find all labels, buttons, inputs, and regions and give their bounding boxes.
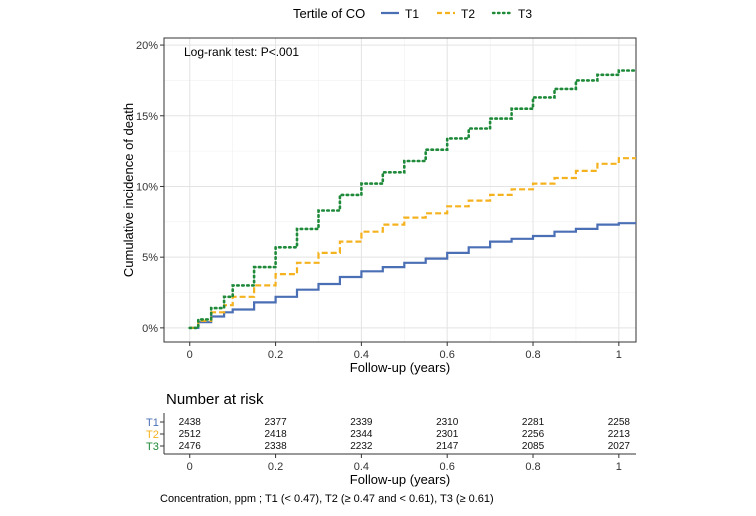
y-axis: 0% 5% 10% 15% 20% [136, 40, 164, 335]
x-tick-label: 0 [187, 349, 193, 361]
risk-table: T1 2438 2377 2339 2310 2281 2258 T2 2512 2418 2344… [146, 417, 630, 453]
risk-table-title: Number at risk [166, 391, 264, 408]
risk-x-tick-label: 0.4 [354, 461, 369, 473]
risk-cell: 2438 [179, 417, 202, 428]
risk-x-tick-label: 0.8 [525, 461, 540, 473]
risk-row-label: T2 [146, 429, 159, 441]
risk-row-label: T3 [146, 441, 159, 453]
plot-panel [163, 37, 637, 343]
risk-cell: 2147 [436, 441, 459, 452]
risk-x-tick-label: 0.6 [440, 461, 455, 473]
risk-cell: 2027 [608, 441, 631, 452]
x-tick-label: 0.6 [440, 349, 455, 361]
risk-cell: 2344 [350, 429, 373, 440]
risk-cell: 2476 [179, 441, 202, 452]
legend-title: Tertile of CO [293, 6, 365, 21]
series-t2-line [189, 157, 636, 329]
risk-table-x-axis: 0 0.2 0.4 0.6 0.8 1 [187, 454, 622, 473]
y-axis-label: Cumulative incidence of death [121, 103, 136, 277]
risk-cell: 2281 [522, 417, 545, 428]
series-t3-line [188, 69, 638, 330]
y-tick-label: 15% [136, 111, 158, 123]
risk-cell: 2258 [608, 417, 631, 428]
curves [188, 69, 638, 330]
x-tick-label: 0.8 [525, 349, 540, 361]
risk-cell: 2213 [608, 429, 631, 440]
logrank-annotation: Log-rank test: P<.001 [184, 45, 299, 59]
y-tick-label: 0% [142, 323, 158, 335]
x-tick-label: 0.4 [354, 349, 369, 361]
x-axis-label: Follow-up (years) [350, 360, 450, 375]
risk-x-tick-label: 0.2 [268, 461, 283, 473]
risk-cell: 2377 [264, 417, 287, 428]
risk-cell: 2085 [522, 441, 545, 452]
legend: Tertile of CO T1 T2 T3 [293, 6, 532, 21]
risk-cell: 2301 [436, 429, 459, 440]
legend-label-t3: T3 [518, 7, 532, 21]
x-tick-label: 0.2 [268, 349, 283, 361]
series-t1-line [189, 222, 636, 329]
risk-row-label: T1 [146, 417, 159, 429]
legend-label-t1: T1 [405, 7, 419, 21]
footnote: Concentration, ppm ; T1 (< 0.47), T2 (≥ … [160, 493, 494, 505]
risk-cell: 2310 [436, 417, 459, 428]
risk-table-x-label: Follow-up (years) [350, 472, 450, 487]
risk-cell: 2339 [350, 417, 373, 428]
risk-cell: 2232 [350, 441, 373, 452]
risk-cell: 2418 [264, 429, 287, 440]
y-tick-label: 5% [142, 252, 158, 264]
x-axis: 0 0.2 0.4 0.6 0.8 1 [187, 342, 622, 361]
x-tick-label: 1 [616, 349, 622, 361]
risk-x-tick-label: 0 [187, 461, 193, 473]
risk-cell: 2512 [179, 429, 202, 440]
risk-x-tick-label: 1 [616, 461, 622, 473]
legend-label-t2: T2 [461, 7, 475, 21]
y-tick-label: 10% [136, 181, 158, 193]
risk-cell: 2256 [522, 429, 545, 440]
y-tick-label: 20% [136, 40, 158, 52]
risk-cell: 2338 [264, 441, 287, 452]
